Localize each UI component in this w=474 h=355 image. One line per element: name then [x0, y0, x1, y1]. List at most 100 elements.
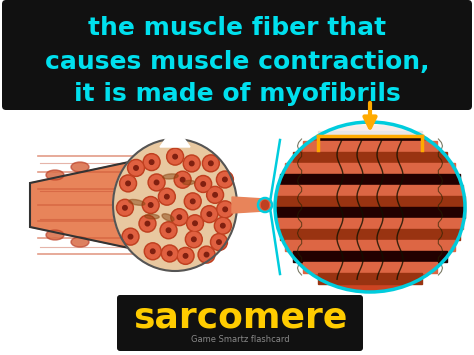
Ellipse shape [124, 230, 137, 244]
Bar [303, 262, 437, 273]
Ellipse shape [223, 207, 228, 212]
Ellipse shape [204, 156, 218, 170]
Bar [318, 273, 422, 284]
Ellipse shape [191, 199, 195, 204]
Ellipse shape [174, 171, 191, 188]
Ellipse shape [186, 194, 200, 208]
Bar [285, 240, 455, 251]
Bar [277, 185, 463, 196]
Ellipse shape [148, 203, 153, 207]
Ellipse shape [196, 177, 210, 191]
Ellipse shape [212, 235, 226, 249]
Ellipse shape [161, 245, 178, 262]
Ellipse shape [118, 201, 132, 215]
Ellipse shape [193, 221, 197, 225]
Ellipse shape [121, 176, 135, 190]
Bar [292, 251, 447, 262]
Ellipse shape [145, 214, 159, 219]
Ellipse shape [217, 201, 234, 218]
Ellipse shape [213, 193, 218, 197]
Ellipse shape [218, 173, 232, 186]
Ellipse shape [207, 186, 224, 203]
Ellipse shape [167, 251, 172, 256]
Ellipse shape [140, 217, 155, 231]
Ellipse shape [46, 170, 64, 180]
Ellipse shape [177, 215, 182, 219]
Ellipse shape [167, 148, 183, 165]
Ellipse shape [216, 219, 230, 233]
Ellipse shape [73, 239, 87, 246]
Ellipse shape [117, 199, 134, 216]
Ellipse shape [187, 215, 203, 232]
Ellipse shape [148, 174, 165, 191]
Ellipse shape [202, 207, 216, 221]
Ellipse shape [128, 200, 145, 205]
Ellipse shape [146, 244, 160, 258]
Ellipse shape [179, 249, 192, 263]
Ellipse shape [171, 209, 188, 226]
Ellipse shape [128, 159, 145, 176]
Ellipse shape [142, 196, 159, 213]
Ellipse shape [168, 150, 182, 164]
Ellipse shape [162, 223, 175, 237]
Ellipse shape [73, 164, 87, 170]
Ellipse shape [119, 175, 137, 192]
Text: it is made of myofibrils: it is made of myofibrils [73, 82, 401, 106]
Ellipse shape [195, 175, 212, 192]
Ellipse shape [191, 237, 196, 241]
Bar [303, 141, 437, 152]
Ellipse shape [190, 161, 194, 166]
Ellipse shape [188, 216, 202, 230]
Ellipse shape [209, 161, 213, 165]
Ellipse shape [163, 246, 177, 261]
Bar [280, 229, 460, 240]
Ellipse shape [113, 139, 237, 271]
Text: the muscle fiber that: the muscle fiber that [88, 16, 386, 40]
Bar [275, 196, 465, 207]
Ellipse shape [183, 180, 195, 185]
Ellipse shape [71, 162, 89, 172]
Ellipse shape [162, 214, 174, 221]
Bar [277, 218, 463, 229]
Ellipse shape [150, 175, 164, 190]
FancyBboxPatch shape [117, 295, 363, 351]
Text: Game Smartz flashcard: Game Smartz flashcard [191, 335, 289, 344]
Ellipse shape [201, 182, 205, 186]
Ellipse shape [144, 198, 158, 212]
Text: causes muscle contraction,: causes muscle contraction, [45, 50, 429, 74]
FancyBboxPatch shape [2, 0, 472, 110]
Ellipse shape [145, 155, 159, 169]
Bar [285, 124, 455, 136]
Ellipse shape [202, 155, 219, 172]
Ellipse shape [217, 240, 221, 244]
Text: sarcomere: sarcomere [133, 301, 347, 335]
Ellipse shape [128, 234, 133, 239]
Ellipse shape [173, 154, 177, 159]
Ellipse shape [220, 223, 225, 228]
Ellipse shape [262, 201, 268, 209]
Ellipse shape [144, 243, 161, 260]
Ellipse shape [123, 206, 127, 210]
Ellipse shape [187, 232, 201, 246]
Ellipse shape [185, 231, 202, 248]
Ellipse shape [151, 249, 155, 253]
Ellipse shape [48, 171, 62, 179]
Ellipse shape [217, 171, 233, 188]
Bar [275, 207, 465, 218]
Ellipse shape [143, 154, 160, 171]
Bar [292, 152, 447, 163]
Polygon shape [160, 137, 190, 147]
Ellipse shape [126, 181, 130, 186]
Ellipse shape [200, 248, 214, 262]
Ellipse shape [160, 222, 177, 239]
Ellipse shape [158, 188, 175, 205]
Ellipse shape [122, 228, 139, 245]
Ellipse shape [207, 212, 211, 216]
Ellipse shape [204, 252, 209, 257]
Ellipse shape [71, 237, 89, 247]
Ellipse shape [160, 190, 174, 204]
Ellipse shape [183, 253, 188, 258]
Ellipse shape [260, 199, 270, 211]
Ellipse shape [155, 180, 159, 185]
Ellipse shape [210, 234, 228, 251]
